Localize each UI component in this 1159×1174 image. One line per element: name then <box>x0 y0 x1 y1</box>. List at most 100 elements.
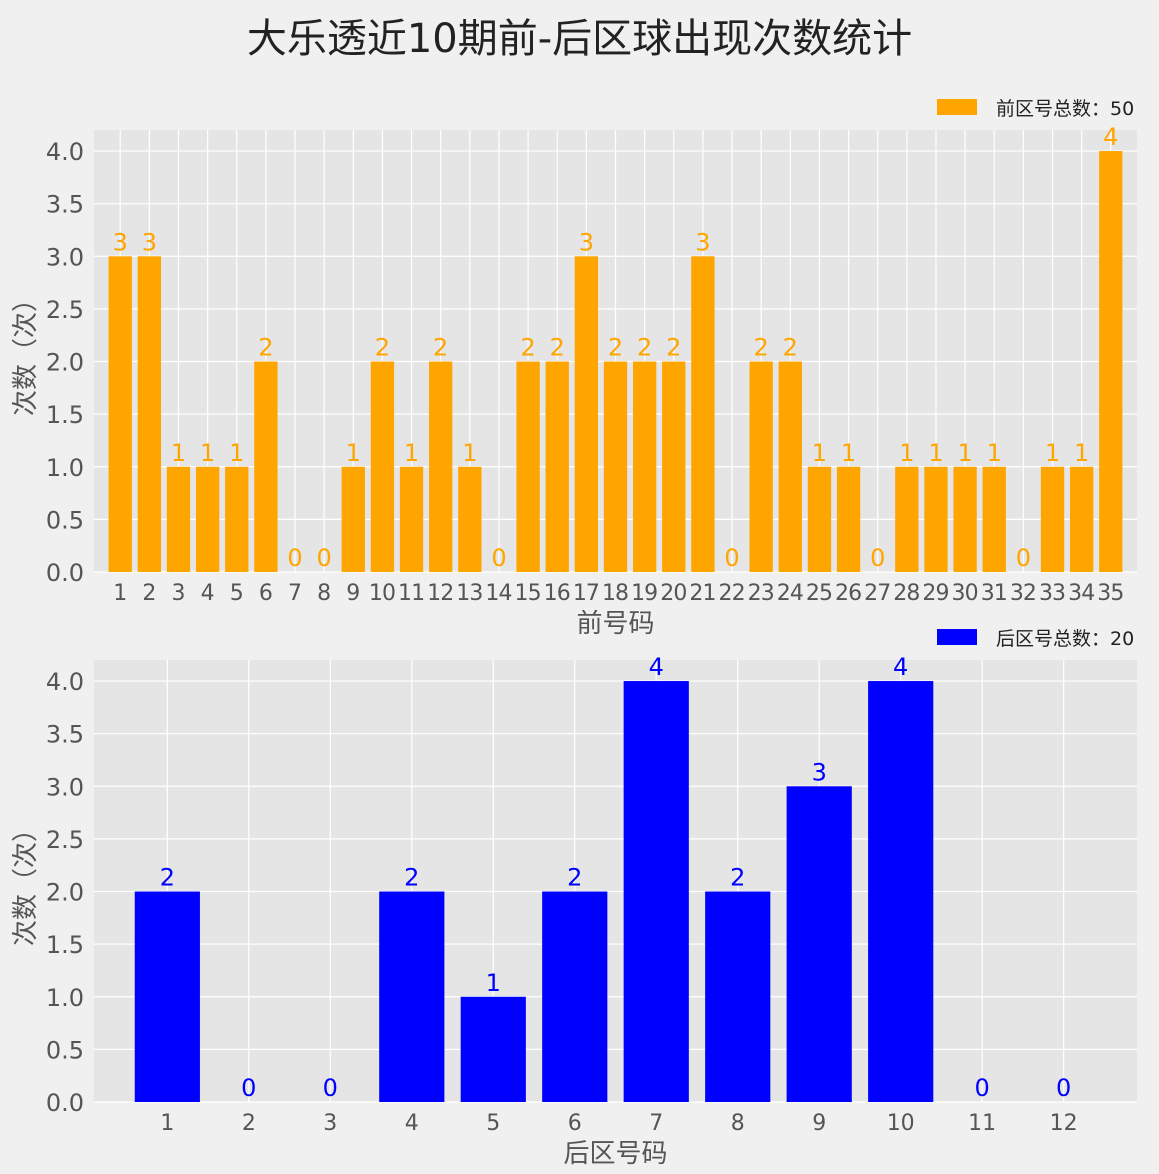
front-data-label: 1 <box>229 439 244 467</box>
front-data-label: 2 <box>637 334 652 362</box>
front-bar <box>691 256 715 572</box>
back-chart: 0.00.51.01.52.02.53.03.54.02102032415264… <box>11 628 1137 1169</box>
front-legend-label: 前区号总数：50 <box>996 98 1134 120</box>
back-data-label: 0 <box>323 1074 338 1102</box>
back-x-tick-label: 12 <box>1050 1111 1078 1136</box>
back-bar <box>786 786 852 1102</box>
front-data-label: 3 <box>579 228 594 256</box>
front-x-tick-label: 5 <box>230 581 244 606</box>
back-x-tick-label: 4 <box>405 1111 419 1136</box>
front-data-label: 1 <box>171 439 186 467</box>
front-x-tick-label: 30 <box>952 581 979 606</box>
front-bar <box>108 256 132 572</box>
front-bar <box>982 466 1006 572</box>
back-y-tick-label: 1.5 <box>46 931 84 959</box>
front-bar <box>749 361 773 572</box>
back-plot-area <box>94 660 1137 1102</box>
back-y-tick-label: 0.5 <box>46 1036 84 1064</box>
back-x-tick-label: 1 <box>160 1111 174 1136</box>
front-data-label: 2 <box>754 334 769 362</box>
back-data-label: 4 <box>649 653 664 681</box>
front-data-label: 1 <box>812 439 827 467</box>
back-bar <box>623 681 689 1102</box>
front-x-tick-label: 23 <box>748 581 775 606</box>
front-bar <box>953 466 977 572</box>
back-x-tick-label: 9 <box>812 1111 826 1136</box>
back-x-axis-label: 后区号码 <box>563 1139 667 1169</box>
front-data-label: 0 <box>317 544 332 572</box>
front-data-label: 2 <box>608 334 623 362</box>
back-bar <box>705 891 771 1102</box>
back-legend-label: 后区号总数：20 <box>996 628 1134 650</box>
front-bar <box>895 466 919 572</box>
front-data-label: 2 <box>666 334 681 362</box>
front-bar <box>1040 466 1065 572</box>
back-y-tick-label: 1.0 <box>46 984 84 1012</box>
back-legend-swatch <box>937 629 977 645</box>
back-x-tick-label: 10 <box>887 1111 915 1136</box>
front-x-tick-label: 8 <box>317 581 331 606</box>
back-x-tick-label: 3 <box>323 1111 337 1136</box>
front-x-tick-label: 16 <box>544 581 571 606</box>
back-data-label: 0 <box>241 1074 256 1102</box>
back-bar <box>542 891 608 1102</box>
front-bar <box>225 466 249 572</box>
back-data-label: 4 <box>893 653 908 681</box>
back-y-tick-label: 0.0 <box>46 1089 84 1117</box>
back-bar <box>379 891 445 1102</box>
front-x-tick-label: 21 <box>689 581 716 606</box>
back-data-label: 0 <box>975 1074 990 1102</box>
front-bar <box>924 466 948 572</box>
front-data-label: 1 <box>957 439 972 467</box>
front-bar <box>574 256 599 572</box>
front-bar <box>516 361 540 572</box>
front-x-tick-label: 3 <box>171 581 185 606</box>
front-x-tick-label: 34 <box>1068 581 1095 606</box>
front-data-label: 1 <box>346 439 361 467</box>
front-legend: 前区号总数：50 <box>937 98 1134 120</box>
front-chart: 0.00.51.01.52.02.53.03.54.03132131415260… <box>11 98 1137 639</box>
front-x-tick-label: 31 <box>981 581 1008 606</box>
front-x-tick-label: 2 <box>142 581 156 606</box>
front-bar <box>458 466 482 572</box>
back-bar <box>460 996 526 1102</box>
front-data-label: 0 <box>724 544 739 572</box>
front-data-label: 3 <box>113 228 128 256</box>
back-y-axis-label: 次数（次） <box>11 816 41 946</box>
front-data-label: 1 <box>987 439 1002 467</box>
front-x-tick-label: 27 <box>864 581 891 606</box>
front-y-tick-label: 1.0 <box>46 454 84 482</box>
front-data-label: 0 <box>1016 544 1031 572</box>
front-y-tick-label: 0.0 <box>46 559 84 587</box>
front-x-axis-label: 前号码 <box>576 609 654 639</box>
front-bar <box>370 361 395 572</box>
front-y-tick-label: 3.5 <box>46 191 84 219</box>
front-x-tick-label: 32 <box>1010 581 1037 606</box>
front-x-tick-label: 29 <box>922 581 949 606</box>
back-x-tick-label: 11 <box>968 1111 996 1136</box>
front-data-label: 1 <box>1074 439 1089 467</box>
front-x-tick-label: 9 <box>346 581 360 606</box>
front-y-tick-label: 1.5 <box>46 401 84 429</box>
front-x-tick-label: 26 <box>835 581 862 606</box>
back-data-label: 3 <box>812 758 827 786</box>
front-bar <box>603 361 628 572</box>
front-bar <box>429 361 453 572</box>
back-x-tick-label: 8 <box>731 1111 745 1136</box>
front-x-tick-label: 10 <box>369 581 396 606</box>
front-x-tick-label: 24 <box>777 581 804 606</box>
front-x-tick-label: 13 <box>456 581 483 606</box>
chart-title: 大乐透近10期前-后区球出现次数统计 <box>246 16 913 62</box>
back-legend: 后区号总数：20 <box>937 628 1134 650</box>
front-data-label: 2 <box>550 334 565 362</box>
front-x-tick-label: 4 <box>201 581 215 606</box>
back-data-label: 2 <box>404 864 419 892</box>
back-x-tick-label: 2 <box>242 1111 256 1136</box>
front-data-label: 2 <box>433 334 448 362</box>
back-y-tick-label: 2.5 <box>46 826 84 854</box>
front-data-label: 0 <box>491 544 506 572</box>
front-data-label: 1 <box>1045 439 1060 467</box>
front-x-tick-label: 6 <box>259 581 273 606</box>
front-legend-swatch <box>937 99 977 115</box>
